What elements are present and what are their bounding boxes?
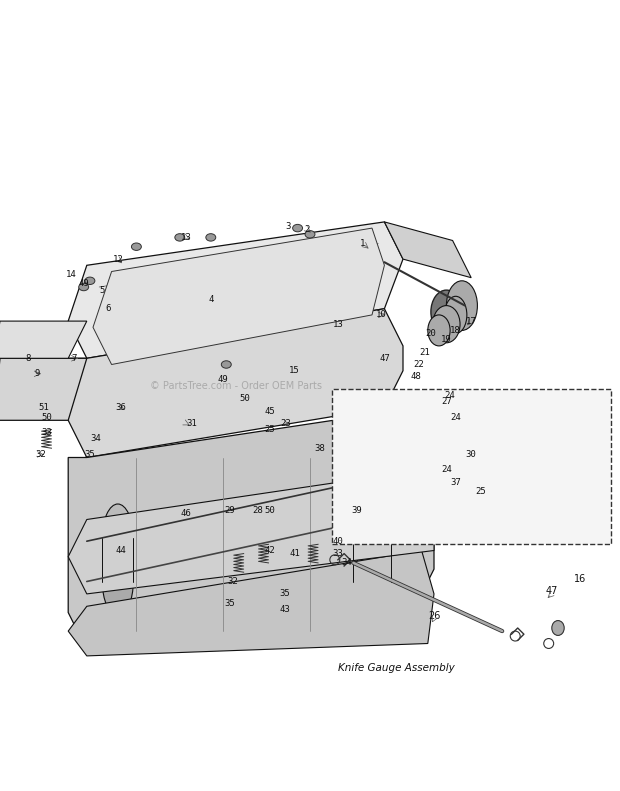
Text: 31: 31	[187, 419, 198, 428]
Polygon shape	[0, 321, 87, 358]
Ellipse shape	[131, 243, 141, 251]
Text: 50: 50	[264, 505, 275, 515]
Ellipse shape	[85, 277, 95, 285]
Text: 24: 24	[444, 391, 455, 400]
Text: 35: 35	[224, 599, 235, 607]
Polygon shape	[93, 228, 384, 365]
Text: 22: 22	[413, 360, 424, 369]
Polygon shape	[0, 358, 87, 420]
Text: 15: 15	[289, 366, 300, 375]
Polygon shape	[68, 308, 403, 457]
Text: 26: 26	[428, 611, 440, 621]
Text: 7: 7	[72, 354, 77, 363]
Text: 4: 4	[208, 295, 213, 304]
Ellipse shape	[353, 547, 391, 615]
Ellipse shape	[353, 504, 391, 572]
Text: 17: 17	[466, 316, 477, 326]
Text: 16: 16	[574, 573, 586, 584]
Text: 46: 46	[180, 509, 192, 518]
Text: 21: 21	[419, 347, 430, 357]
Ellipse shape	[445, 297, 467, 334]
Text: 35: 35	[280, 589, 291, 599]
Ellipse shape	[446, 281, 477, 331]
Text: 8: 8	[25, 354, 30, 363]
Polygon shape	[68, 470, 434, 594]
Text: 33: 33	[332, 549, 343, 558]
Text: 49: 49	[78, 279, 89, 289]
Text: 39: 39	[351, 505, 362, 515]
Polygon shape	[68, 408, 434, 649]
Text: 14: 14	[66, 270, 77, 279]
Text: 36: 36	[115, 403, 126, 412]
Ellipse shape	[79, 283, 89, 291]
Text: 12: 12	[112, 255, 123, 263]
Text: 50: 50	[239, 394, 250, 403]
Polygon shape	[68, 551, 434, 656]
Text: 25: 25	[475, 487, 486, 496]
Text: 33: 33	[41, 428, 52, 437]
Ellipse shape	[221, 361, 231, 369]
Text: Knife Gauge Assembly: Knife Gauge Assembly	[338, 664, 454, 673]
Text: 41: 41	[289, 549, 300, 558]
Text: 34: 34	[91, 434, 102, 444]
Ellipse shape	[175, 233, 185, 241]
Text: 42: 42	[264, 546, 275, 555]
Text: 47: 47	[379, 354, 390, 363]
Text: 32: 32	[35, 450, 46, 459]
Polygon shape	[384, 222, 471, 278]
Text: 23: 23	[280, 419, 291, 428]
Text: 45: 45	[264, 407, 275, 415]
Text: 49: 49	[218, 376, 229, 384]
Text: © PartsTree.com - Order OEM Parts: © PartsTree.com - Order OEM Parts	[149, 381, 322, 392]
Ellipse shape	[206, 233, 216, 241]
Text: 51: 51	[38, 403, 49, 412]
Text: 1: 1	[360, 239, 365, 248]
Text: 24: 24	[450, 413, 461, 422]
Text: 34: 34	[342, 558, 353, 567]
Polygon shape	[68, 222, 403, 358]
Text: 6: 6	[106, 305, 111, 313]
Text: 38: 38	[314, 444, 325, 452]
Text: 2: 2	[304, 225, 309, 234]
Text: 13: 13	[180, 233, 192, 242]
Text: 5: 5	[100, 286, 105, 294]
Bar	[332, 389, 611, 544]
Text: 19: 19	[441, 335, 452, 344]
Text: 27: 27	[441, 397, 452, 407]
Text: 47: 47	[546, 586, 558, 596]
Text: 30: 30	[466, 450, 477, 459]
Text: 37: 37	[450, 478, 461, 486]
Text: 50: 50	[41, 413, 52, 422]
Ellipse shape	[102, 504, 133, 572]
Text: 44: 44	[115, 546, 126, 555]
Text: 24: 24	[441, 465, 452, 475]
Ellipse shape	[102, 547, 133, 615]
Ellipse shape	[305, 231, 315, 238]
Text: 3: 3	[286, 222, 291, 231]
Ellipse shape	[552, 621, 564, 635]
Text: 35: 35	[84, 450, 95, 459]
Text: 28: 28	[252, 505, 263, 515]
Ellipse shape	[293, 225, 303, 232]
Text: 40: 40	[332, 537, 343, 546]
Text: 13: 13	[332, 320, 343, 329]
Text: 9: 9	[35, 369, 40, 378]
Text: 48: 48	[410, 373, 421, 381]
Ellipse shape	[433, 305, 460, 343]
Text: 29: 29	[224, 505, 235, 515]
Text: 43: 43	[280, 605, 291, 614]
Ellipse shape	[428, 315, 450, 346]
Ellipse shape	[431, 290, 462, 334]
Text: 10: 10	[376, 310, 387, 320]
Text: 25: 25	[264, 425, 275, 434]
Text: 20: 20	[425, 329, 436, 338]
Text: 18: 18	[450, 326, 461, 335]
Text: 32: 32	[227, 577, 238, 586]
